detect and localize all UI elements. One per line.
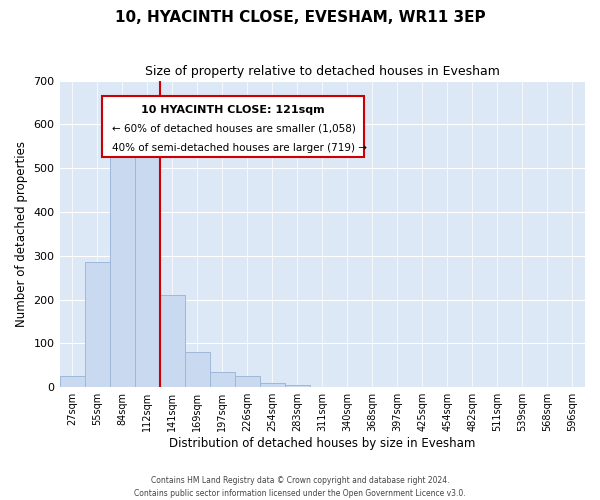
X-axis label: Distribution of detached houses by size in Evesham: Distribution of detached houses by size … xyxy=(169,437,475,450)
Bar xyxy=(85,262,110,387)
Text: 10, HYACINTH CLOSE, EVESHAM, WR11 3EP: 10, HYACINTH CLOSE, EVESHAM, WR11 3EP xyxy=(115,10,485,25)
Bar xyxy=(134,131,160,387)
Bar xyxy=(285,385,310,387)
Text: Contains HM Land Registry data © Crown copyright and database right 2024.
Contai: Contains HM Land Registry data © Crown c… xyxy=(134,476,466,498)
Bar xyxy=(59,376,85,387)
Bar xyxy=(209,372,235,387)
FancyBboxPatch shape xyxy=(101,96,364,157)
Bar xyxy=(260,383,285,387)
Y-axis label: Number of detached properties: Number of detached properties xyxy=(15,141,28,327)
Text: ← 60% of detached houses are smaller (1,058): ← 60% of detached houses are smaller (1,… xyxy=(112,124,356,134)
Bar xyxy=(185,352,209,387)
Bar xyxy=(160,295,185,387)
Text: 10 HYACINTH CLOSE: 121sqm: 10 HYACINTH CLOSE: 121sqm xyxy=(141,105,325,115)
Bar xyxy=(235,376,260,387)
Title: Size of property relative to detached houses in Evesham: Size of property relative to detached ho… xyxy=(145,65,500,78)
Text: 40% of semi-detached houses are larger (719) →: 40% of semi-detached houses are larger (… xyxy=(112,144,367,154)
Bar xyxy=(110,153,134,387)
